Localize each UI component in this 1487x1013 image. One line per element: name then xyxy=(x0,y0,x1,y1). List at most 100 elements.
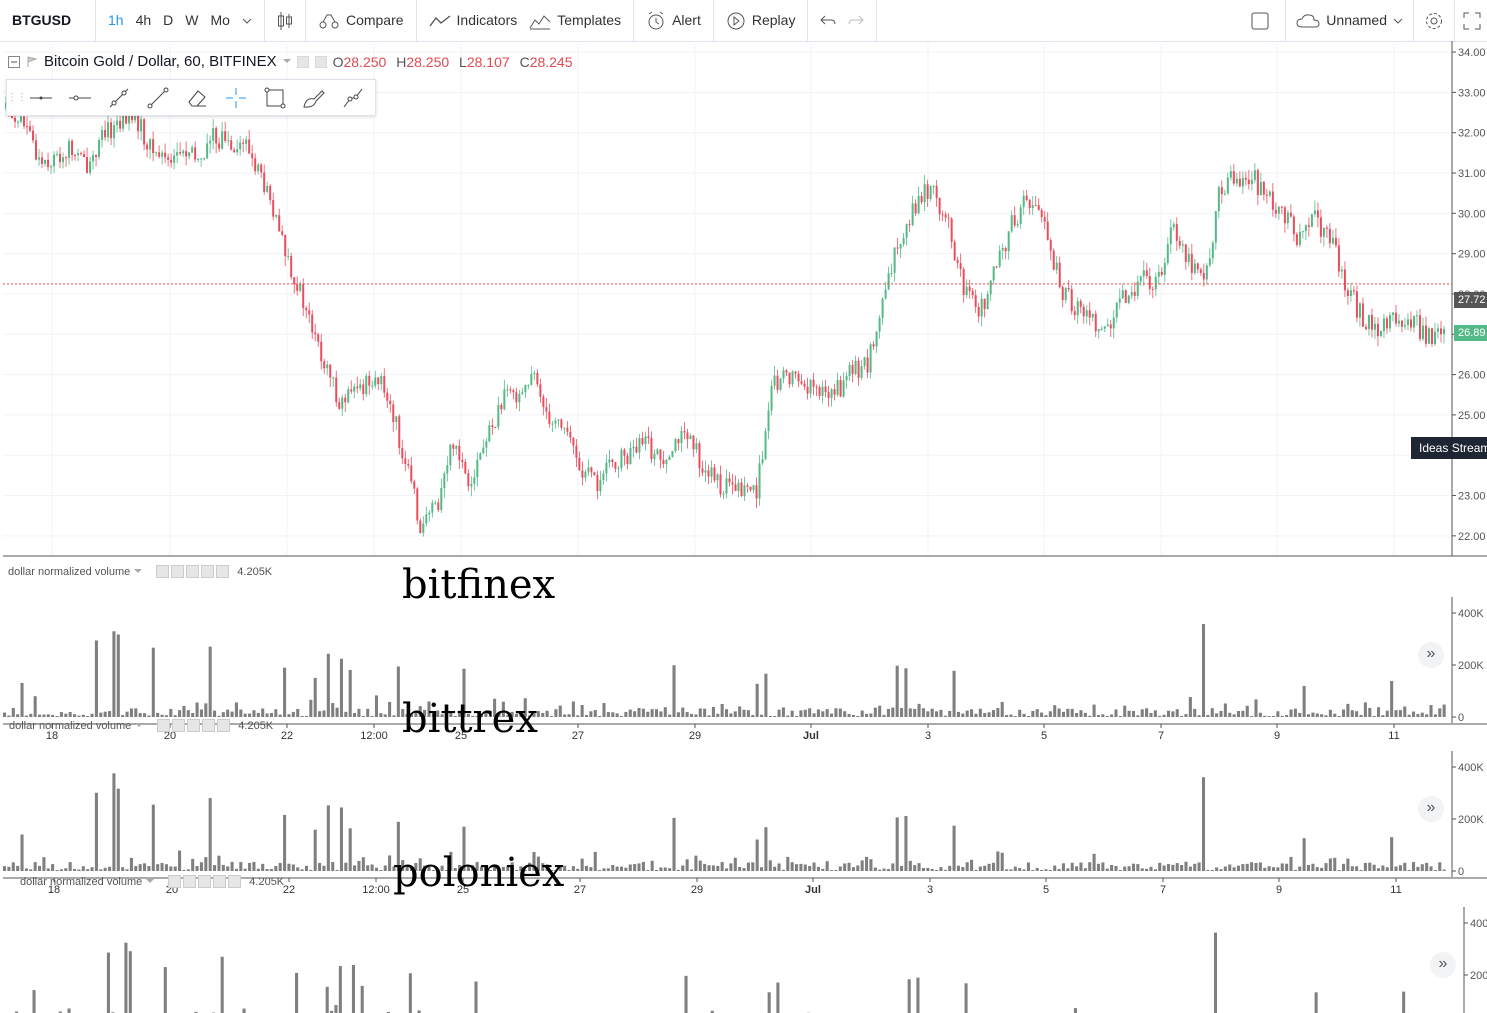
volume-bar xyxy=(163,967,167,1013)
caret-down-icon[interactable] xyxy=(282,59,291,64)
volume-bar xyxy=(1403,862,1407,871)
candle-body xyxy=(395,416,398,423)
candle-body xyxy=(869,344,872,373)
templates-button[interactable]: Templates xyxy=(523,0,627,41)
scroll-right-chevron-icon[interactable]: » xyxy=(1430,952,1456,978)
volume-bar xyxy=(353,712,357,717)
candle-body xyxy=(959,263,962,270)
fullscreen-toggle-icon[interactable] xyxy=(1235,0,1287,41)
volume-bar xyxy=(510,711,514,717)
interval-dropdown-chevron-icon[interactable] xyxy=(236,0,258,41)
caret-down-icon[interactable] xyxy=(146,879,155,884)
candle-body xyxy=(617,468,620,470)
interval-w[interactable]: W xyxy=(185,12,199,28)
candle-body xyxy=(917,196,920,214)
eraser-tool-icon[interactable] xyxy=(177,80,216,115)
volume-bar xyxy=(1048,711,1052,717)
scroll-right-chevron-icon[interactable]: » xyxy=(1418,796,1444,822)
time-axis-label: 29 xyxy=(689,730,701,742)
replay-button[interactable]: Replay xyxy=(720,0,802,41)
candle-body xyxy=(518,393,521,403)
volume-bar xyxy=(234,702,238,717)
volume-bar xyxy=(1394,710,1398,717)
candle-body xyxy=(335,377,338,403)
extended-line-tool-icon[interactable] xyxy=(138,80,177,115)
low-label: L xyxy=(459,53,467,70)
chart-canvas[interactable]: 34.0033.0032.0031.0030.0029.0028.0027.00… xyxy=(0,41,1487,1013)
volume-bar xyxy=(545,710,549,717)
volume-bar xyxy=(1271,716,1276,717)
candle-body xyxy=(83,153,86,158)
interval-d[interactable]: D xyxy=(163,12,174,28)
brush-tool-icon[interactable] xyxy=(294,80,333,115)
volume-bar xyxy=(226,866,230,871)
price-axis-label: 29.00 xyxy=(1458,249,1486,261)
volume-bar xyxy=(711,706,715,717)
indicator-buttons[interactable] xyxy=(156,565,230,578)
horizontal-line-tool-icon[interactable] xyxy=(21,80,60,115)
candles-icon[interactable] xyxy=(271,0,299,41)
caret-down-icon[interactable] xyxy=(134,569,143,574)
eye-icon[interactable] xyxy=(296,55,309,68)
candle-body xyxy=(488,425,491,442)
volume-bar xyxy=(1223,866,1227,871)
path-tool-icon[interactable] xyxy=(333,80,372,115)
volume-bar xyxy=(1333,857,1337,871)
interval-mo[interactable]: Mo xyxy=(210,12,230,28)
volume-bar xyxy=(1166,864,1171,871)
horizontal-ray-tool-icon[interactable] xyxy=(60,80,99,115)
ideas-stream-button[interactable]: Ideas Stream xyxy=(1411,437,1487,459)
candle-body xyxy=(407,463,410,466)
caret-down-icon[interactable] xyxy=(135,723,144,728)
volume-bar xyxy=(930,869,934,871)
candle-body xyxy=(1016,224,1019,226)
candle-body xyxy=(293,277,296,285)
indicator-buttons[interactable] xyxy=(168,875,242,888)
candle-body xyxy=(1031,205,1034,209)
interval-4h[interactable]: 4h xyxy=(135,12,152,28)
indicators-button[interactable]: Indicators xyxy=(423,0,524,41)
volume-bar xyxy=(1061,863,1065,871)
interval-1h[interactable]: 1h xyxy=(108,12,124,28)
symbol-search[interactable]: BTGUSD xyxy=(0,0,96,41)
compare-button[interactable]: Compare xyxy=(312,0,410,41)
crosshair-tool-icon[interactable] xyxy=(216,80,255,115)
layout-menu-button[interactable]: Unnamed xyxy=(1286,0,1414,41)
indicator-buttons[interactable] xyxy=(157,719,231,732)
volume-bar xyxy=(335,870,339,871)
candle-body xyxy=(212,128,215,141)
trend-line-tool-icon[interactable] xyxy=(99,80,138,115)
redo-icon[interactable] xyxy=(842,0,870,41)
candle-body xyxy=(194,147,197,160)
scroll-right-chevron-icon[interactable]: » xyxy=(1418,642,1444,668)
volume-bar xyxy=(1254,699,1258,717)
rectangle-tool-icon[interactable] xyxy=(255,80,294,115)
volume-bar xyxy=(856,716,860,717)
candle-body xyxy=(710,467,713,477)
volume-bar xyxy=(501,701,505,717)
candle-body xyxy=(1220,187,1223,195)
volume-bar xyxy=(1433,714,1437,717)
close-value: 28.245 xyxy=(529,53,573,70)
candle-body xyxy=(230,140,233,150)
collapse-icon[interactable] xyxy=(8,55,20,68)
volume-bar xyxy=(414,710,418,717)
volume-bar xyxy=(541,712,545,717)
candle-body xyxy=(1256,170,1259,196)
candle-body xyxy=(746,485,749,487)
volume-bar xyxy=(1026,862,1030,871)
settings-gear-icon[interactable] xyxy=(1414,0,1455,41)
exchange-label-bitfinex: bitfinex xyxy=(402,562,556,608)
candle-body xyxy=(944,214,947,218)
candle-body xyxy=(773,375,776,386)
gear-icon[interactable] xyxy=(314,55,327,68)
volume-bar xyxy=(106,952,110,1013)
candle-body xyxy=(1403,325,1406,327)
drag-handle-icon[interactable]: ⋮⋮ xyxy=(7,92,27,103)
maximize-icon[interactable] xyxy=(1455,0,1487,41)
undo-icon[interactable] xyxy=(814,0,842,41)
alert-button[interactable]: Alert xyxy=(640,0,707,41)
volume-bar xyxy=(68,862,72,871)
chevron-down-icon xyxy=(1393,18,1403,24)
volume-bar xyxy=(869,859,873,871)
